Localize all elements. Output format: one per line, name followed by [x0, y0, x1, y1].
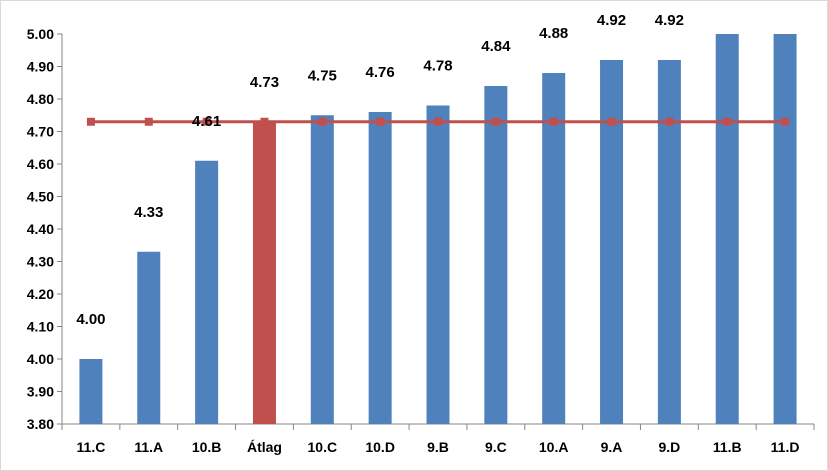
data-labels: 4.00 4.33 4.61 4.73 4.75 4.76 4.78 4.84 4.88 4.92…: [76, 1, 799, 328]
x-tick-label: 9.B: [427, 439, 449, 455]
y-tick-label: 4.00: [27, 351, 54, 367]
bar-highlight: [252, 121, 276, 424]
reference-line-marker: [781, 117, 790, 126]
x-tick-label: 11.D: [771, 439, 800, 455]
y-tick-label: 4.80: [27, 91, 54, 107]
y-tick-label: 4.50: [27, 189, 54, 205]
bar: [79, 359, 103, 424]
y-tick-label: 4.90: [27, 59, 54, 75]
y-tick-label: 4.20: [27, 286, 54, 302]
data-label: 4.84: [481, 38, 511, 55]
data-label: 4.88: [539, 25, 568, 42]
data-label: 4.78: [423, 58, 452, 75]
bar: [600, 60, 624, 424]
x-tick-label: 11.C: [77, 439, 106, 455]
y-tick-label: 4.10: [27, 319, 54, 335]
data-label: 4.92: [597, 12, 626, 29]
bar: [484, 86, 508, 424]
bar: [426, 105, 450, 424]
bar: [715, 34, 739, 424]
reference-line-marker: [723, 117, 732, 126]
bar: [542, 73, 566, 424]
y-tick-label: 4.70: [27, 124, 54, 140]
bars: [79, 34, 797, 424]
reference-line-marker: [434, 117, 442, 126]
x-tick-label: 10.C: [308, 439, 338, 455]
bar: [773, 34, 797, 424]
data-label: 5.00: [713, 1, 742, 3]
reference-line-marker: [607, 117, 616, 126]
y-axis: 3.80 3.90 4.00 4.10 4.20 4.30 4.40 4.50 4.60 4.70…: [27, 26, 63, 432]
x-tick-label: 9.C: [485, 439, 507, 455]
reference-line-marker: [491, 117, 500, 126]
y-tick-label: 4.30: [27, 254, 54, 270]
reference-line-marker: [144, 117, 153, 126]
x-tick-label: 9.A: [601, 439, 623, 455]
reference-line-marker: [549, 117, 558, 126]
data-label: 5.00: [770, 1, 799, 3]
bar: [368, 112, 392, 424]
y-tick-label: 3.80: [27, 416, 54, 432]
reference-line-marker: [318, 117, 327, 126]
x-axis: 11.C 11.A 10.B Átlag 10.C 10.D 9.B 9.C 10.A 9.A 9.…: [61, 423, 815, 455]
data-label: 4.61: [192, 113, 221, 130]
data-label: 4.00: [76, 311, 105, 328]
x-tick-label: 11.B: [713, 439, 742, 455]
bar: [657, 60, 681, 424]
y-tick-label: 4.40: [27, 221, 54, 237]
reference-line-marker: [86, 117, 95, 126]
reference-line: [86, 117, 790, 126]
reference-line-marker: [260, 117, 269, 126]
reference-line-marker: [376, 117, 385, 126]
data-label: 4.73: [250, 74, 279, 91]
x-tick-label: 10.D: [365, 439, 395, 455]
bar: [137, 251, 161, 424]
bar: [195, 160, 219, 424]
reference-line-marker: [665, 117, 674, 126]
x-tick-label: 9.D: [658, 439, 680, 455]
y-tick-label: 3.90: [27, 384, 54, 400]
data-label: 4.76: [366, 64, 395, 81]
bar: [310, 115, 334, 424]
y-tick-label: 5.00: [27, 26, 54, 42]
y-tick-label: 4.60: [27, 156, 54, 172]
data-label: 4.92: [655, 12, 684, 29]
x-tick-label: 10.A: [539, 439, 569, 455]
data-label: 4.33: [134, 204, 163, 221]
reference-line-marker: [202, 117, 211, 126]
x-tick-label: 11.A: [134, 439, 163, 455]
x-tick-label: Átlag: [247, 439, 282, 455]
x-tick-label: 10.B: [192, 439, 222, 455]
data-label: 4.75: [308, 67, 337, 84]
